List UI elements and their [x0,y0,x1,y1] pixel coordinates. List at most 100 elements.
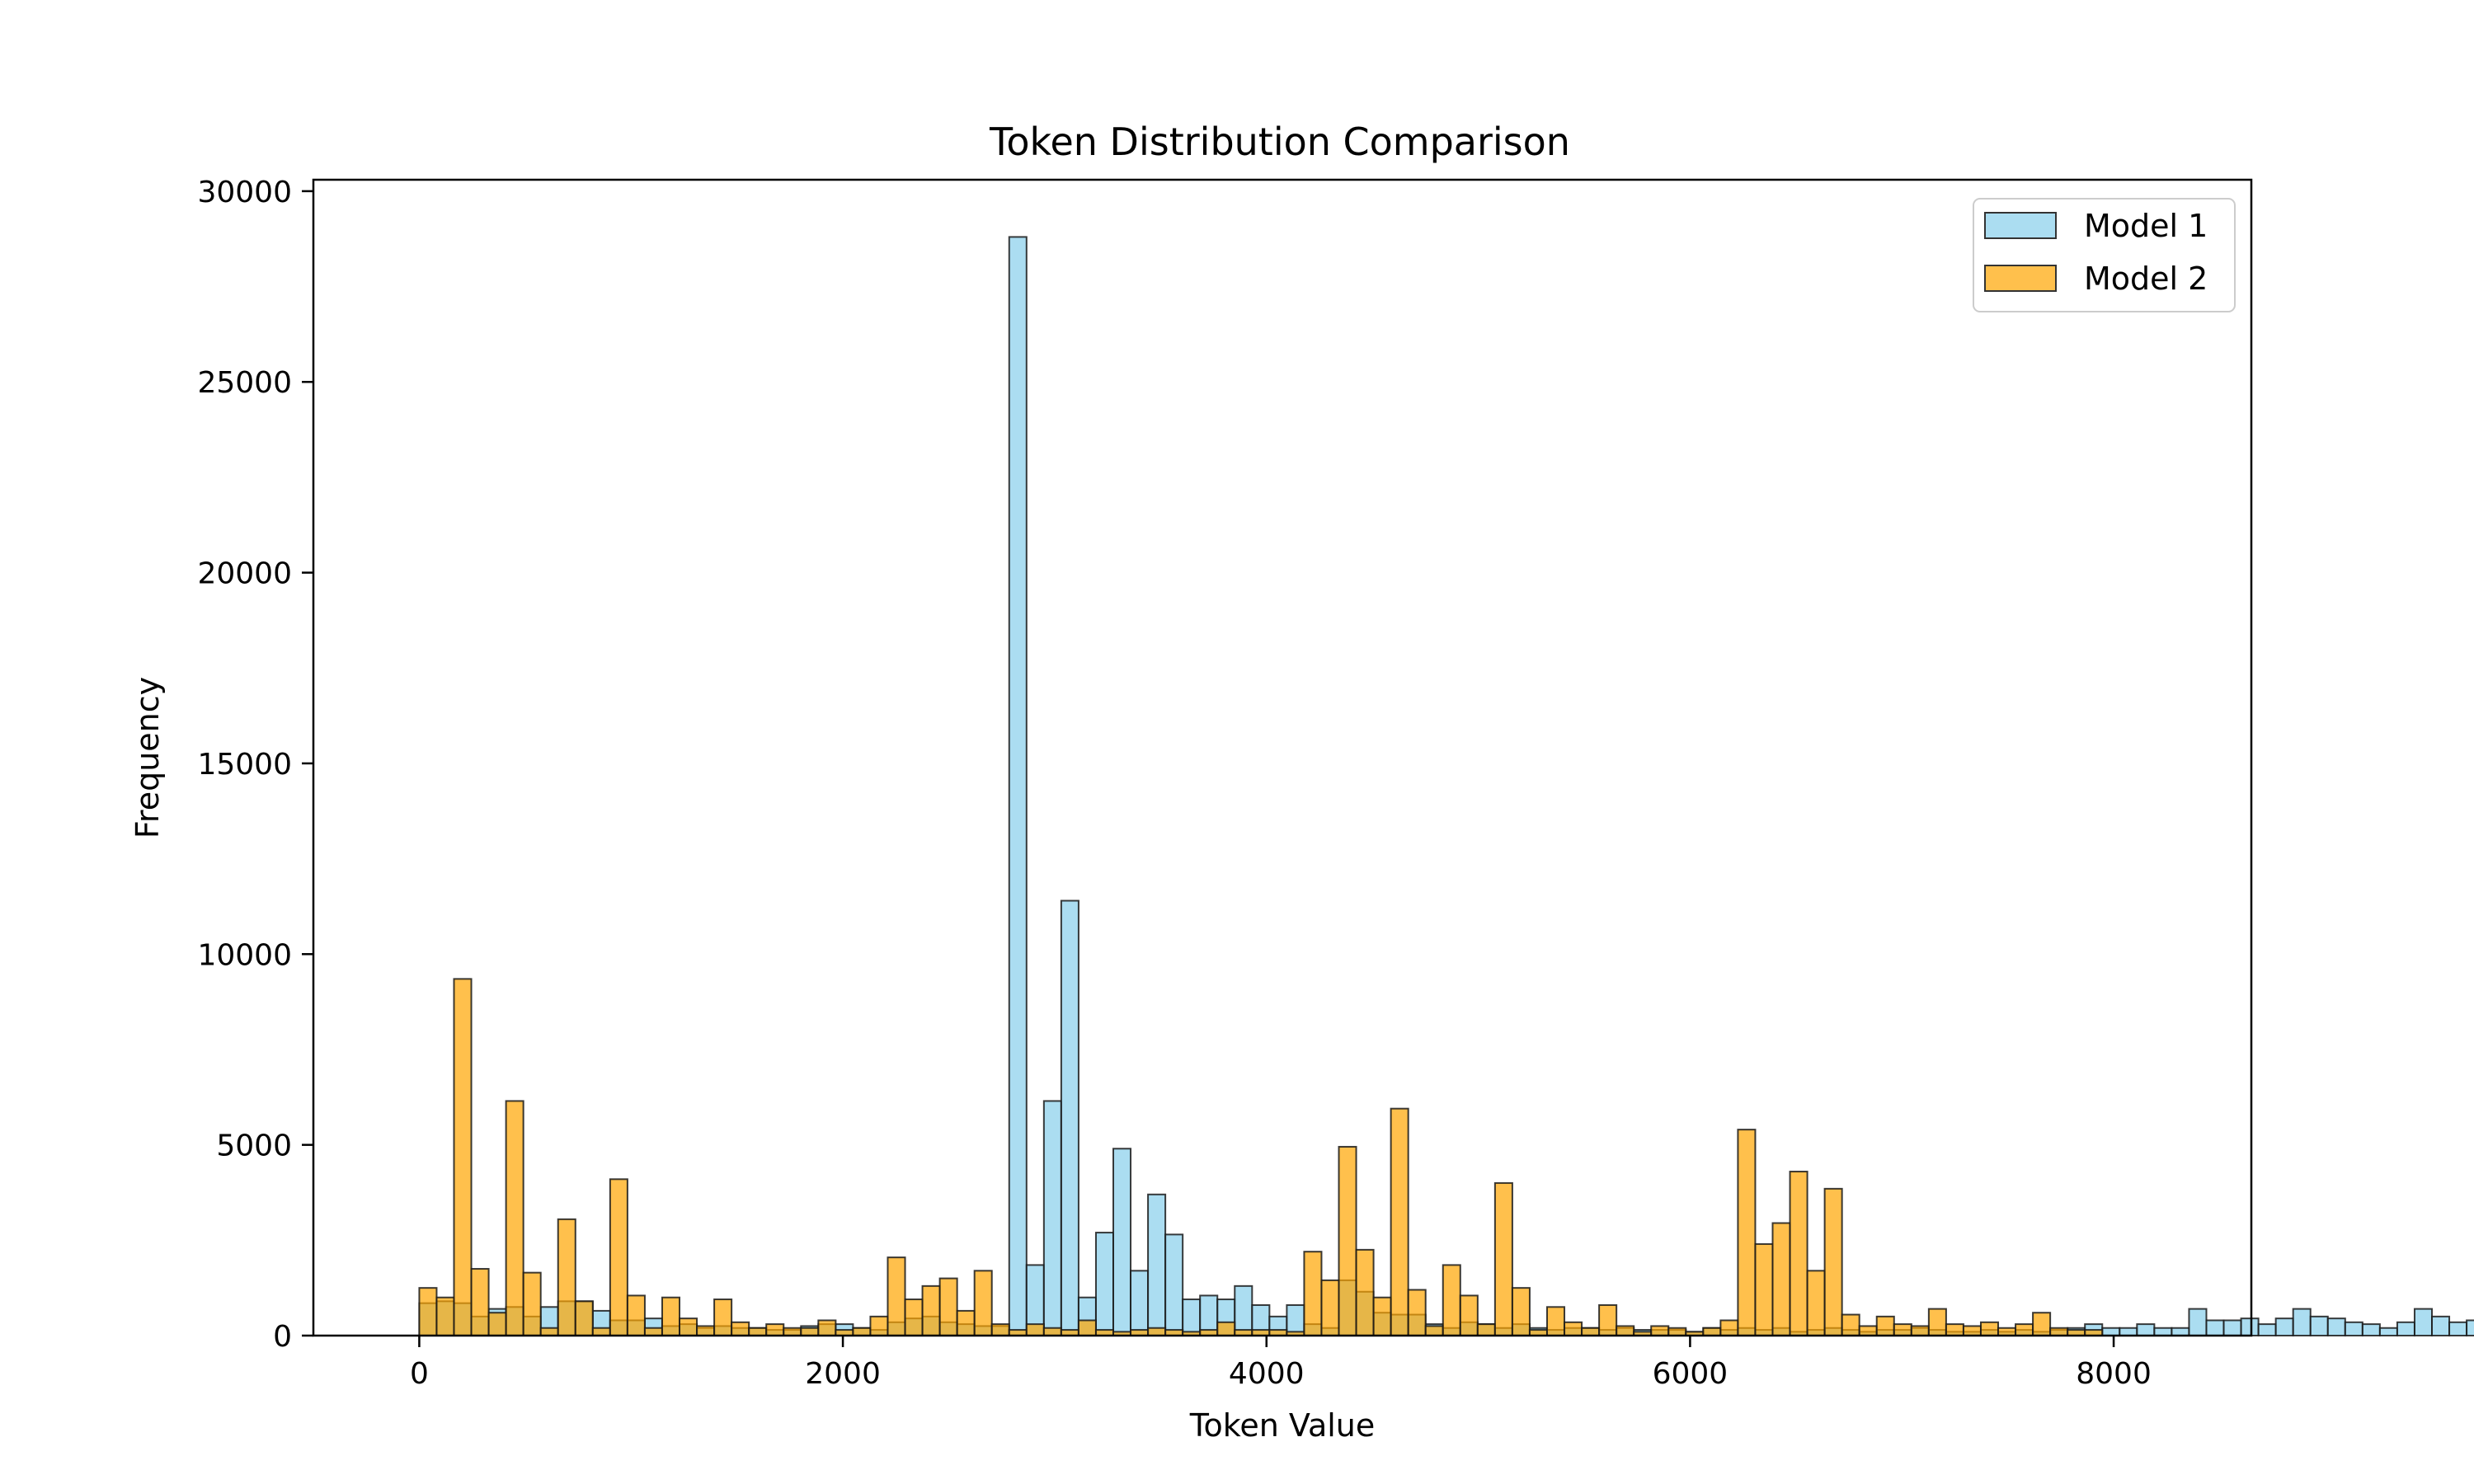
histogram-bar [921,1284,941,1336]
histogram-bar [1754,1242,1774,1336]
histogram-bar [973,1270,993,1336]
y-tick-label: 0 [273,1320,292,1354]
histogram-bar [1858,1325,1878,1337]
histogram-bar [2448,1321,2468,1337]
x-tick-label: 4000 [1229,1357,1305,1391]
histogram-bar [505,1100,524,1336]
y-tick-label: 20000 [197,557,292,591]
histogram-bar [1927,1308,1947,1336]
histogram-bar [1216,1321,1236,1337]
legend-swatch-model-2 [1984,265,2057,292]
histogram-bar [1945,1323,1964,1336]
histogram-bar [1667,1327,1687,1336]
histogram-bar [817,1319,837,1336]
histogram-bar [990,1323,1010,1336]
histogram-bar [887,1256,906,1337]
histogram-bar [418,1287,438,1337]
histogram-bar [2032,1312,2052,1336]
histogram-bar [2378,1327,2398,1336]
histogram-bar [591,1327,611,1336]
series-2-bars [418,978,2104,1337]
histogram-bar [574,1300,594,1336]
histogram-bar [1112,1148,1132,1337]
histogram-bar [1147,1193,1167,1337]
histogram-bar [2205,1319,2225,1336]
histogram-bar [956,1309,976,1337]
y-tick-label: 30000 [197,176,292,209]
histogram-bar [1182,1298,1202,1337]
histogram-bar [904,1298,924,1337]
histogram-bar [852,1327,872,1336]
histogram-bar [748,1327,768,1336]
histogram-bar [2326,1317,2346,1337]
histogram-bar [2431,1315,2451,1336]
histogram-bar [1581,1327,1601,1336]
histogram-bar [1893,1323,1912,1336]
histogram-bar [783,1327,802,1336]
histogram-bar [2136,1323,2156,1336]
histogram-bar [1511,1287,1531,1337]
histogram-bar [1997,1327,2017,1336]
histogram-bar [487,1312,507,1336]
legend-label-model-1: Model 1 [2084,208,2208,244]
histogram-bar [1442,1264,1461,1337]
histogram-bar [1598,1303,1618,1336]
histogram-bar [1806,1270,1826,1336]
histogram-bar [1719,1319,1739,1336]
ticks-layer: 0 2000 4000 6000 8000 0 5000 10000 15000 20000 250… [197,176,2151,1391]
histogram-bar [1545,1306,1566,1337]
histogram-bar [2257,1323,2277,1336]
x-tick-label: 8000 [2076,1357,2152,1391]
histogram-bar [2222,1319,2242,1336]
histogram-bar [2361,1323,2381,1336]
histogram-bar [1875,1315,1895,1336]
histogram-bar [643,1327,663,1336]
histogram-bar [1476,1323,1496,1336]
histogram-bar [1008,236,1028,1336]
histogram-bar [1910,1325,1930,1337]
legend-swatch-model-1 [1984,212,2057,239]
histogram-bar [1234,1284,1253,1336]
histogram-bar [1737,1129,1757,1337]
bars-layer [418,236,2474,1337]
histogram-bar [2240,1317,2260,1337]
histogram-bar [2309,1315,2329,1336]
histogram-bar [1407,1289,1427,1336]
histogram-bar [1164,1233,1184,1337]
histogram-bar [1424,1325,1444,1337]
histogram-bar [696,1325,716,1337]
x-tick-label: 6000 [1653,1357,1729,1391]
histogram-bar [1390,1107,1409,1336]
y-tick-label: 15000 [197,748,292,782]
histogram-bar [1979,1321,2000,1337]
histogram-bar [1042,1327,1062,1336]
histogram-bar [1130,1270,1150,1336]
histogram-bar [1320,1279,1340,1337]
legend-label-model-2: Model 2 [2084,261,2208,297]
chart-title: Token Distribution Comparison [989,120,1570,164]
histogram-bar [1702,1327,1722,1336]
histogram-bar [1841,1313,1860,1337]
y-tick-label: 10000 [197,938,292,972]
histogram-bar [1823,1187,1843,1336]
y-tick-label: 25000 [197,366,292,400]
histogram-bar [2101,1327,2121,1336]
histogram-bar [938,1277,958,1336]
histogram-bar [679,1317,698,1337]
histogram-bar [1459,1294,1479,1337]
plot-area-frame [312,178,2253,1337]
histogram-bar [609,1178,628,1337]
histogram-bar [1372,1296,1392,1336]
x-tick-label: 0 [410,1357,429,1391]
histogram-bar [1962,1325,1982,1337]
histogram-bar [1025,1323,1045,1336]
histogram-bar [731,1321,750,1337]
histogram-bar [2188,1308,2208,1336]
histogram-bar [2049,1327,2069,1336]
histogram-bar [1094,1232,1114,1336]
histogram-bar [1771,1222,1791,1336]
x-axis-label: Token Value [1189,1407,1376,1444]
histogram-bar [1147,1327,1167,1336]
